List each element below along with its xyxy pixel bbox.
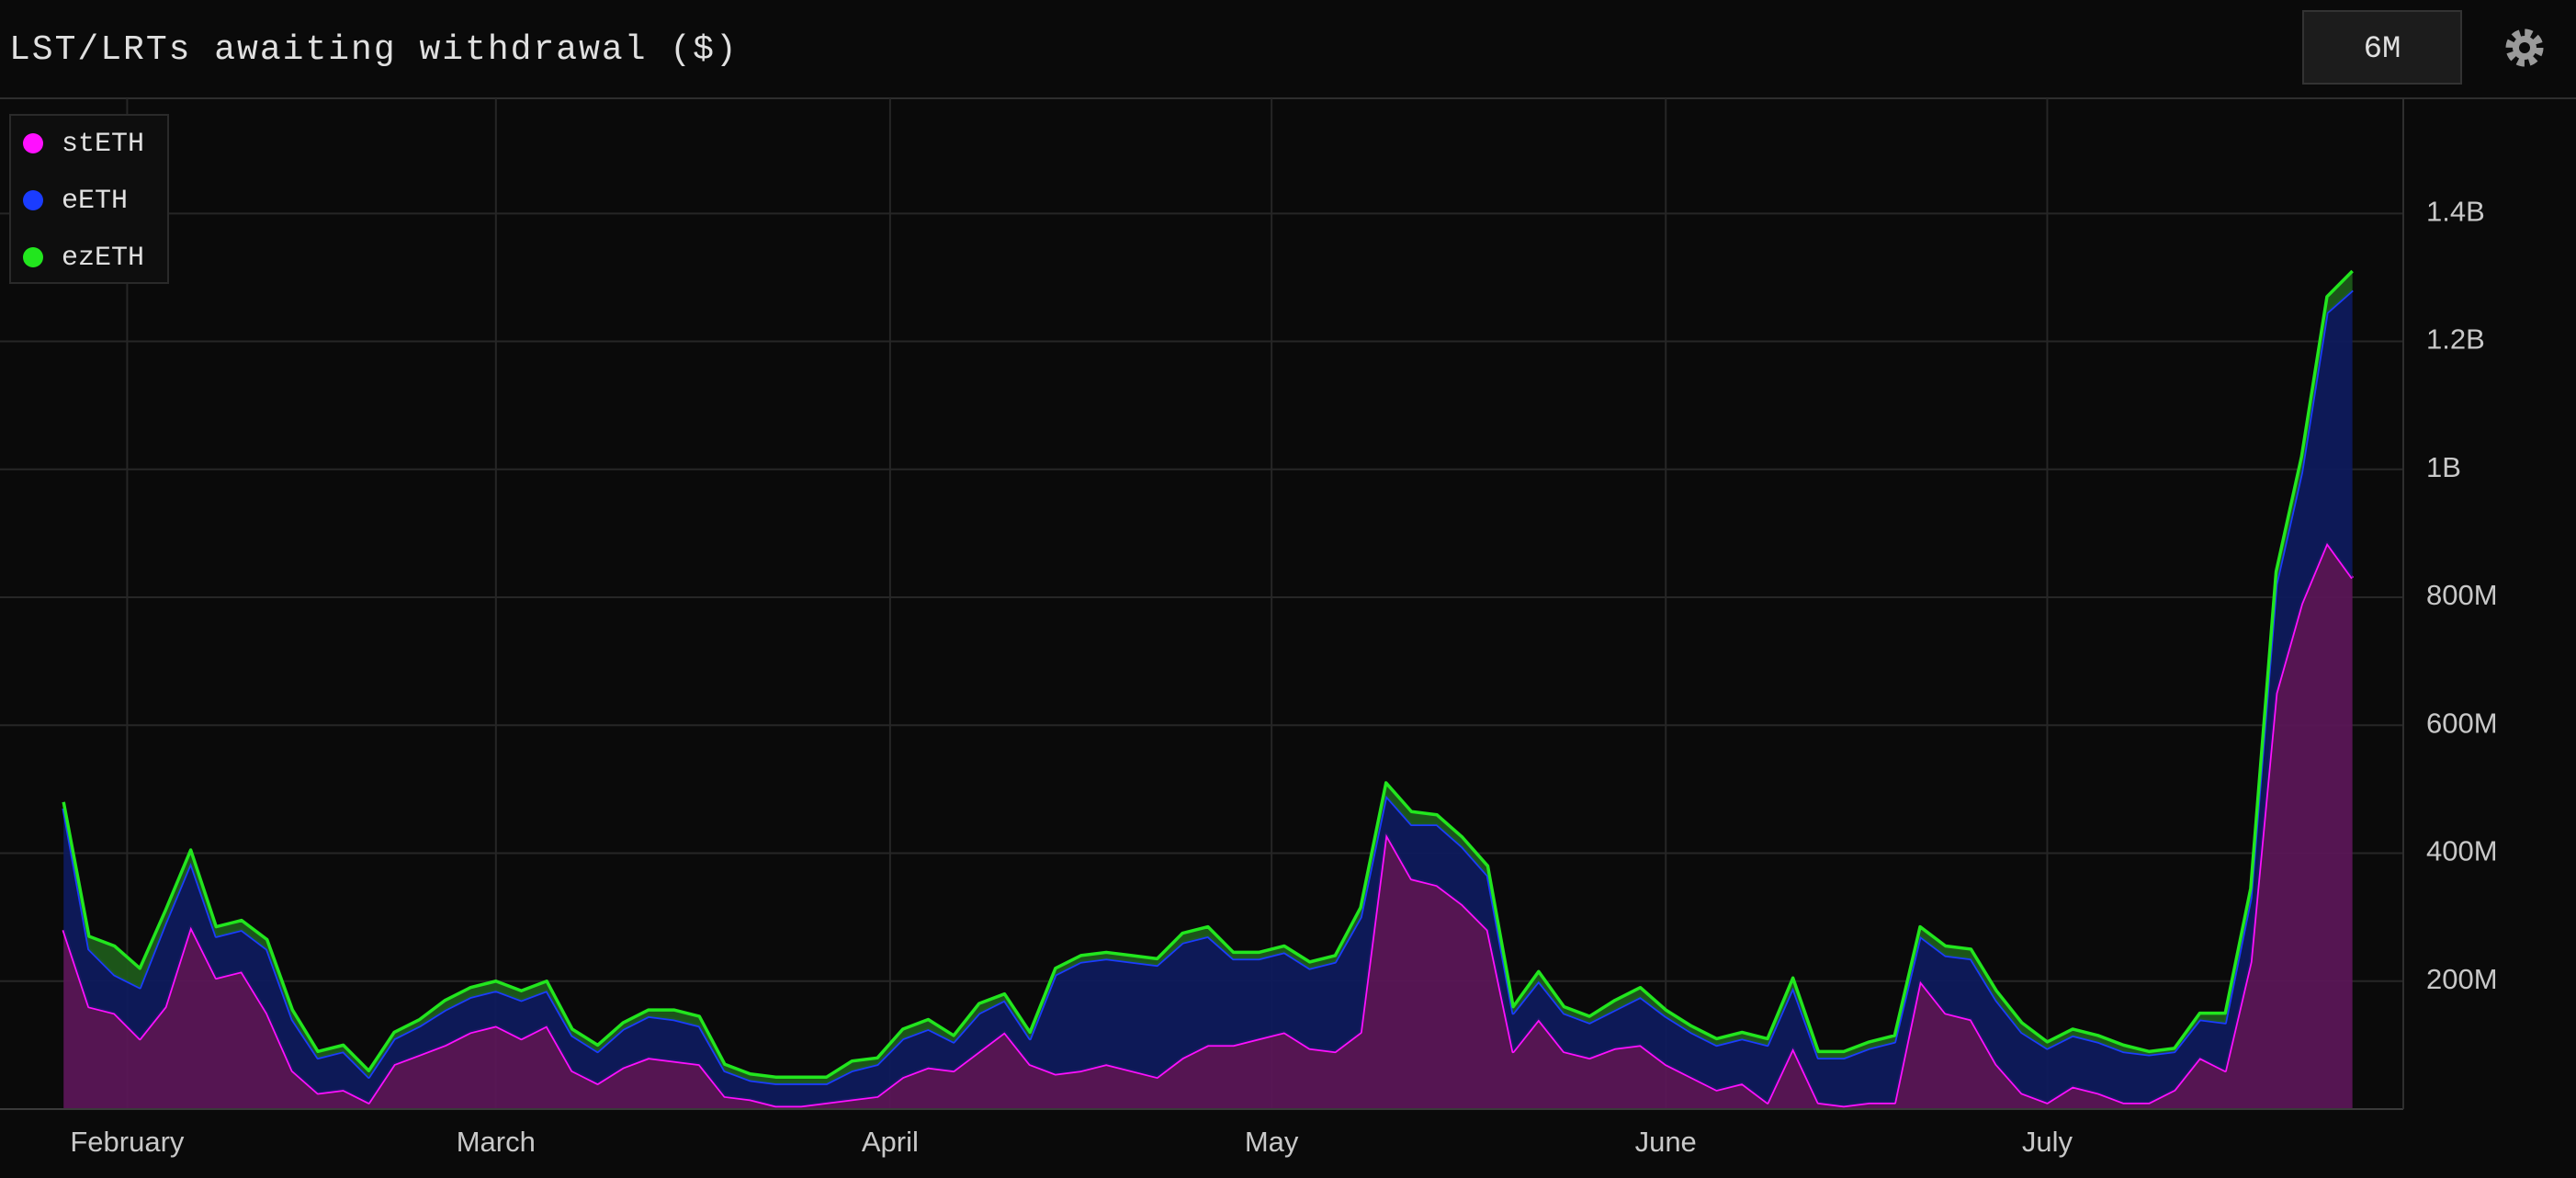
legend-swatch bbox=[23, 247, 43, 267]
range-button[interactable] bbox=[2302, 10, 2462, 85]
chart-title: LST/LRTs awaiting withdrawal ($) bbox=[9, 30, 739, 70]
y-tick-label: 200M bbox=[2426, 963, 2498, 995]
legend-label: stETH bbox=[62, 129, 144, 160]
axes: 200M 400M 600M 800M 1B 1.2B 1.4B February March A… bbox=[0, 98, 2498, 1158]
plot-areas bbox=[62, 269, 2355, 1109]
legend-label: eETH bbox=[62, 186, 128, 217]
x-tick-label: June bbox=[1635, 1126, 1697, 1158]
legend: stETH eETH ezETH bbox=[9, 114, 169, 284]
x-tick-label: March bbox=[457, 1126, 536, 1158]
y-tick-label: 600M bbox=[2426, 707, 2498, 739]
x-tick-label: July bbox=[2022, 1126, 2073, 1158]
gear-hole[interactable] bbox=[2519, 42, 2530, 53]
series-line bbox=[62, 269, 2354, 1079]
legend-swatch bbox=[23, 133, 43, 153]
y-tick-label: 1B bbox=[2426, 451, 2461, 483]
x-tick-label: May bbox=[1245, 1126, 1299, 1158]
y-tick-label: 800M bbox=[2426, 579, 2498, 611]
x-tick-label: April bbox=[862, 1126, 919, 1158]
range-button-label[interactable]: 6M bbox=[2364, 32, 2401, 67]
gear-teeth[interactable] bbox=[2505, 28, 2544, 67]
x-tick-label: February bbox=[70, 1126, 185, 1158]
legend-label: ezETH bbox=[62, 243, 144, 274]
y-tick-label: 1.2B bbox=[2426, 323, 2485, 356]
settings-icon[interactable] bbox=[2505, 28, 2544, 67]
y-tick-label: 1.4B bbox=[2426, 196, 2485, 228]
y-tick-label: 400M bbox=[2426, 835, 2498, 867]
area-fill bbox=[63, 289, 2353, 1106]
legend-swatch bbox=[23, 190, 43, 210]
